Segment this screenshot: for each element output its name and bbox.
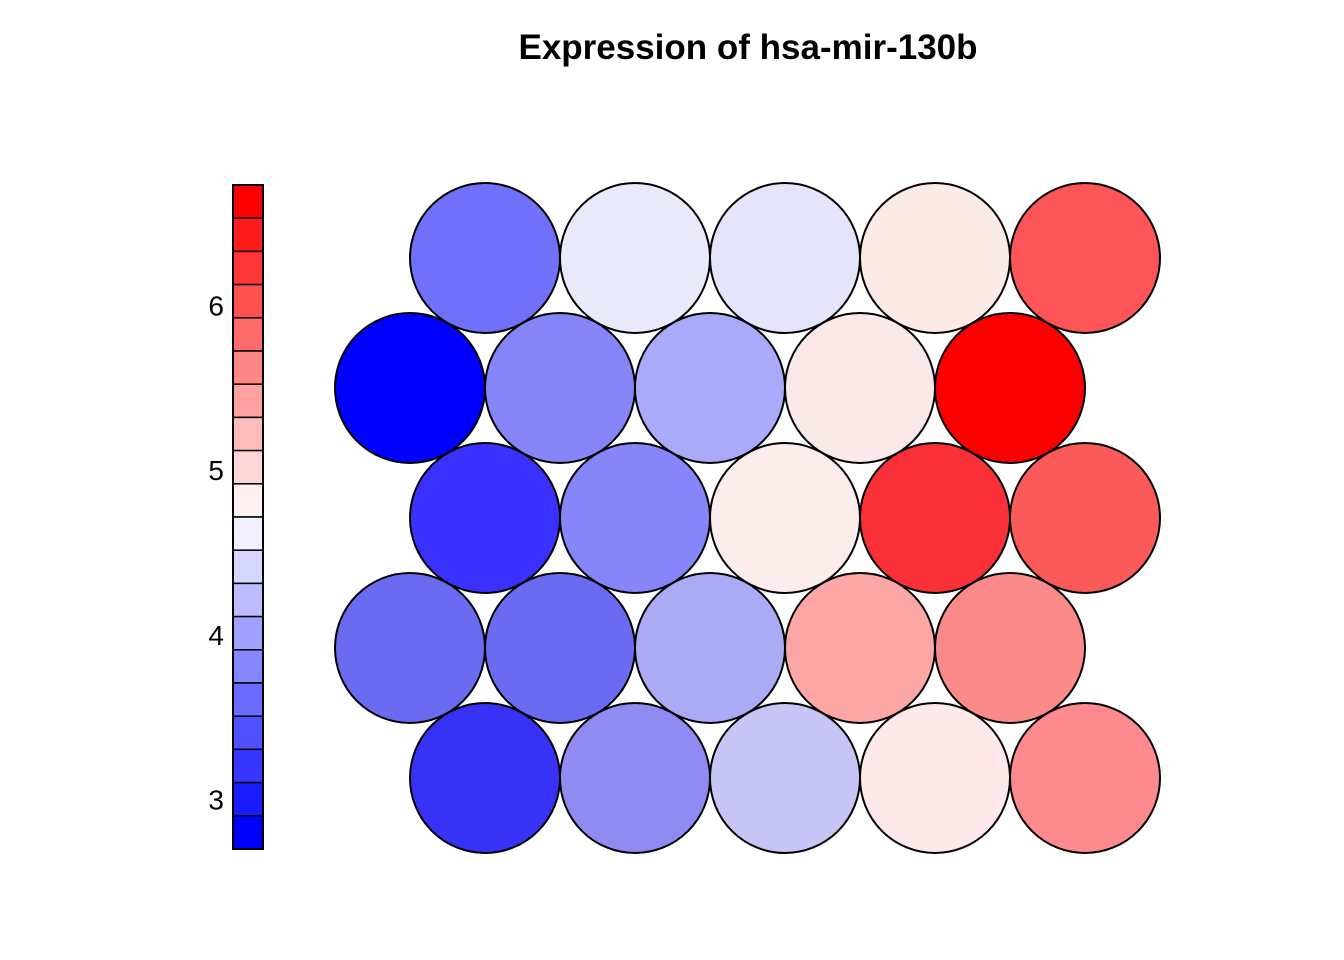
colorbar-segment <box>232 283 264 319</box>
som-node-r3-c3 <box>709 442 861 594</box>
plot-title: Expression of hsa-mir-130b <box>518 28 977 67</box>
som-node-r2-c5 <box>934 312 1086 464</box>
som-node-r2-c2 <box>484 312 636 464</box>
colorbar-tick-label: 5 <box>208 455 224 486</box>
colorbar-segment <box>232 649 264 684</box>
colorbar-tick-label: 3 <box>208 785 224 816</box>
colorbar-segment <box>232 748 264 784</box>
som-node-r1-c2 <box>559 182 711 334</box>
colorbar-segment <box>232 815 264 850</box>
colorbar-segment <box>232 516 264 551</box>
colorbar-border <box>232 184 264 850</box>
colorbar-tick-label: 4 <box>208 620 224 651</box>
colorbar-segment <box>232 615 264 651</box>
som-node-r1-c1 <box>409 182 561 334</box>
colorbar-segment <box>232 449 264 485</box>
colorbar-segment <box>232 483 264 518</box>
som-node-r5-c3 <box>709 702 861 854</box>
som-node-r1-c3 <box>709 182 861 334</box>
som-node-r5-c2 <box>559 702 711 854</box>
colorbar-ticks: 6 5 4 3 <box>208 290 224 815</box>
som-node-r4-c5 <box>934 572 1086 724</box>
colorbar-segment <box>232 582 264 618</box>
colorbar-segment <box>232 250 264 286</box>
colorbar-segment <box>232 217 264 253</box>
colorbar-segment <box>232 350 264 385</box>
som-node-r3-c2 <box>559 442 711 594</box>
som-node-r5-c5 <box>1009 702 1161 854</box>
colorbar-segment <box>232 549 264 585</box>
som-node-r5-c4 <box>859 702 1011 854</box>
colorbar-segment <box>232 682 264 717</box>
som-node-r5-c1 <box>409 702 561 854</box>
colorbar-segment <box>232 383 264 419</box>
som-node-r4-c4 <box>784 572 936 724</box>
colorbar-segment <box>232 184 264 219</box>
colorbar-segment <box>232 715 264 751</box>
som-node-r3-c5 <box>1009 442 1161 594</box>
som-node-grid <box>334 182 1161 854</box>
som-node-r4-c1 <box>334 572 486 724</box>
som-node-r3-c1 <box>409 442 561 594</box>
som-node-r4-c2 <box>484 572 636 724</box>
som-node-r2-c3 <box>634 312 786 464</box>
colorbar-tick-label: 6 <box>208 290 224 321</box>
som-node-r2-c1 <box>334 312 486 464</box>
som-node-r3-c4 <box>859 442 1011 594</box>
som-node-r1-c4 <box>859 182 1011 334</box>
som-node-r4-c3 <box>634 572 786 724</box>
colorbar-segment <box>232 781 264 817</box>
colorbar <box>232 184 264 850</box>
som-node-r1-c5 <box>1009 182 1161 334</box>
colorbar-segment <box>232 416 264 452</box>
colorbar-segment <box>232 317 264 352</box>
som-node-r2-c4 <box>784 312 936 464</box>
